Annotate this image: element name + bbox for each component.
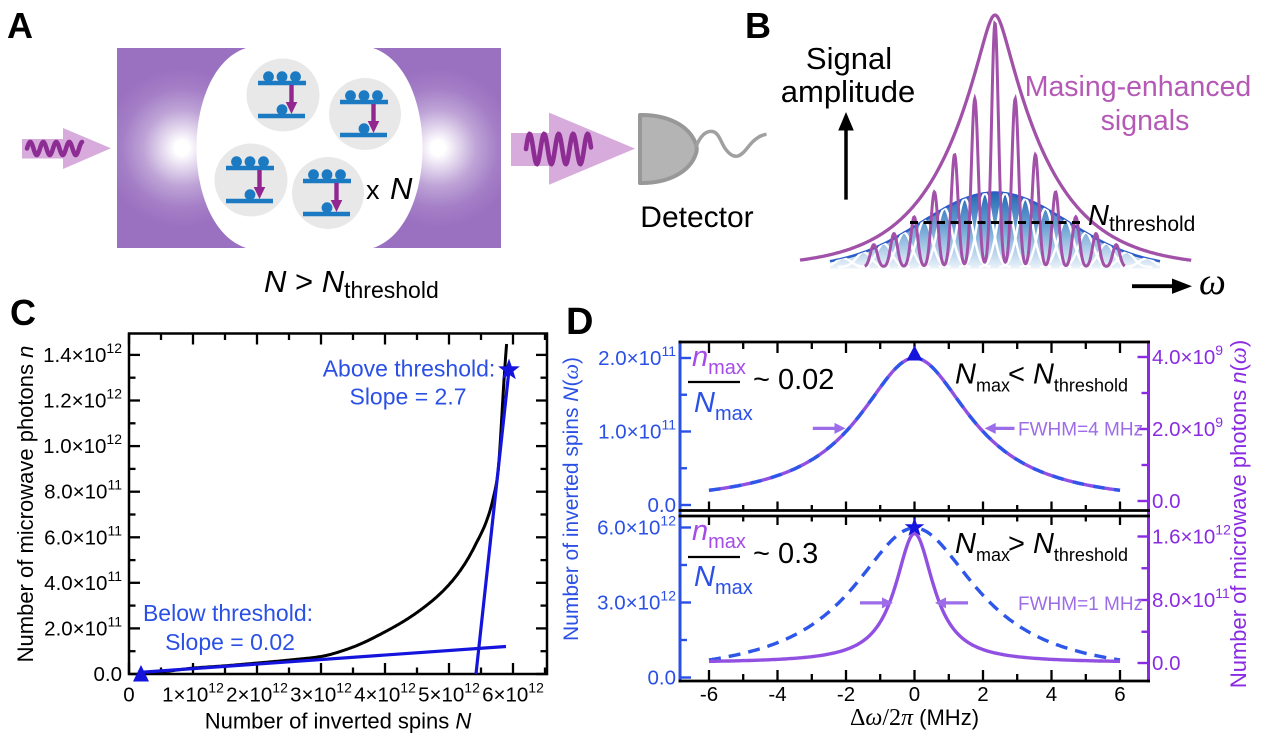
svg-text:Slope = 0.02: Slope = 0.02	[165, 629, 295, 655]
svg-text:2: 2	[977, 683, 988, 706]
svg-text:x N: x N	[366, 171, 413, 206]
svg-text:FWHM=4 MHz: FWHM=4 MHz	[1018, 420, 1143, 441]
svg-text:~ 0.02: ~ 0.02	[753, 364, 834, 396]
svg-text:2.0×109: 2.0×109	[1152, 414, 1223, 441]
svg-text:Δω/2π (MHz): Δω/2π (MHz)	[850, 705, 979, 731]
svg-text:B: B	[745, 5, 771, 46]
svg-text:Nmax> Nthreshold: Nmax> Nthreshold	[955, 528, 1128, 565]
svg-text:Detector: Detector	[640, 201, 753, 234]
svg-text:4×1012: 4×1012	[354, 680, 416, 707]
svg-text:Above threshold:: Above threshold:	[323, 356, 496, 382]
svg-text:Slope = 2.7: Slope = 2.7	[349, 384, 466, 410]
svg-text:-4: -4	[768, 683, 786, 706]
svg-text:-2: -2	[837, 683, 855, 706]
svg-text:1.2×1012: 1.2×1012	[43, 386, 122, 413]
svg-text:Nmax< Nthreshold: Nmax< Nthreshold	[955, 359, 1128, 396]
svg-text:6×1012: 6×1012	[482, 680, 544, 707]
svg-text:~ 0.3: ~ 0.3	[753, 538, 818, 570]
svg-text:amplitude: amplitude	[781, 74, 915, 109]
svg-text:0.0: 0.0	[648, 667, 677, 690]
svg-text:4: 4	[1046, 683, 1057, 706]
svg-text:4.0×109: 4.0×109	[1152, 342, 1223, 369]
svg-text:Nmax: Nmax	[694, 387, 753, 425]
svg-text:0.0: 0.0	[94, 663, 123, 686]
svg-text:0.0: 0.0	[1152, 652, 1181, 675]
svg-text:ω: ω	[1199, 261, 1226, 303]
svg-text:0: 0	[123, 684, 134, 707]
svg-text:FWHM=1 MHz: FWHM=1 MHz	[1018, 594, 1143, 615]
svg-text:0.0: 0.0	[648, 494, 677, 517]
svg-text:-6: -6	[700, 683, 718, 706]
svg-text:signals: signals	[1101, 105, 1190, 137]
svg-text:D: D	[566, 301, 593, 343]
svg-text:Number of inverted spins N(ω): Number of inverted spins N(ω)	[558, 357, 583, 641]
svg-text:Signal: Signal	[806, 41, 892, 76]
svg-text:0.0: 0.0	[1152, 490, 1181, 513]
svg-text:0: 0	[909, 683, 920, 706]
svg-text:Masing-enhanced: Masing-enhanced	[1025, 71, 1252, 103]
svg-text:A: A	[7, 5, 33, 46]
svg-text:Number of microwave photons n(: Number of microwave photons n(ω)	[1226, 340, 1252, 688]
svg-text:C: C	[10, 292, 36, 333]
svg-text:N > Nthreshold: N > Nthreshold	[264, 264, 439, 303]
svg-text:Below threshold:: Below threshold:	[143, 600, 313, 626]
svg-text:Number of microwave photons n: Number of microwave photons n	[13, 346, 38, 663]
svg-text:Nthreshold: Nthreshold	[1088, 200, 1195, 236]
svg-text:Number of inverted spins N: Number of inverted spins N	[205, 709, 472, 734]
svg-text:6: 6	[1114, 683, 1125, 706]
